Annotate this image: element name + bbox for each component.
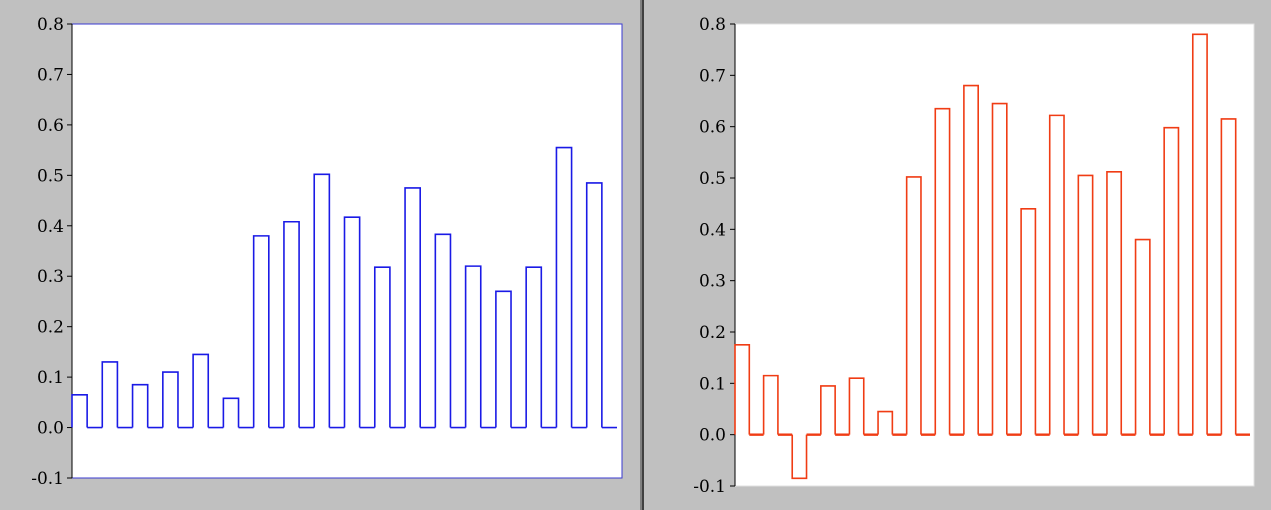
right-y-tick-label: 0.8 [699, 15, 726, 35]
right-bar-10 [991, 102, 1008, 435]
left-bar-4 [162, 371, 179, 428]
left-bar-11 [373, 266, 391, 428]
left-bar-6 [222, 397, 240, 428]
right-y-tick-label: 0.7 [699, 66, 726, 86]
left-bar-1 [71, 393, 88, 428]
left-y-tick-label: 0.3 [37, 267, 64, 287]
left-bar-14 [464, 265, 482, 428]
right-bar-11 [1020, 208, 1037, 435]
right-bar-9 [963, 84, 979, 435]
left-y-tick-label: 0.1 [37, 368, 64, 388]
panel-splitter[interactable] [640, 0, 642, 510]
right-y-tick-label: 0.1 [699, 374, 726, 394]
left-y-tick-label: -0.1 [31, 469, 64, 489]
right-bar-16 [1163, 126, 1180, 435]
left-bar-17 [555, 146, 573, 428]
left-y-tick-label: 0.0 [37, 419, 64, 439]
left-y-tick-label: 0.2 [37, 318, 64, 338]
left-y-tick-label: 0.5 [37, 166, 64, 186]
left-y-axis: 0.8 0.7 0.6 0.5 0.4 0.3 0.2 0.1 0.0 -0.1 [31, 15, 73, 489]
left-step-chart: 0.8 0.7 0.6 0.5 0.4 0.3 0.2 0.1 0.0 -0.1 [31, 15, 623, 489]
right-bar-2 [762, 374, 779, 435]
left-bar-13 [434, 233, 452, 428]
right-bar-6 [877, 410, 894, 435]
right-bar-1 [734, 344, 751, 435]
right-y-tick-label: 0.4 [699, 220, 726, 240]
left-plot-area [71, 23, 623, 479]
right-y-tick-label: 0.2 [699, 323, 726, 343]
right-bar-18 [1220, 118, 1237, 435]
left-bar-10 [343, 216, 361, 428]
right-bar-7 [905, 176, 922, 435]
right-bar-15 [1134, 238, 1151, 435]
left-bar-16 [525, 266, 543, 428]
left-bar-3 [131, 383, 149, 428]
right-y-tick-label: 0.5 [699, 169, 726, 189]
right-plot-area [734, 23, 1255, 487]
left-y-tick-label: 0.7 [37, 65, 64, 85]
left-y-tick-label: 0.4 [37, 217, 64, 237]
right-y-tick-label: 0.6 [699, 118, 726, 138]
right-bar-17 [1191, 33, 1208, 435]
right-y-axis: 0.8 0.7 0.6 0.5 0.4 0.3 0.2 0.1 0.0 -0.1 [693, 15, 736, 497]
left-bar-9 [313, 173, 331, 428]
right-bar-3 [791, 434, 808, 480]
left-y-tick-label: 0.6 [37, 116, 64, 136]
panel-splitter-shadow [642, 0, 644, 510]
left-bar-5 [192, 353, 210, 428]
left-bar-12 [404, 187, 421, 428]
right-y-tick-label: 0.0 [699, 426, 726, 446]
right-series [734, 33, 1250, 480]
left-bar-2 [101, 361, 119, 428]
right-bar-4 [820, 385, 836, 435]
left-bar-18 [585, 182, 603, 428]
right-bar-5 [848, 377, 865, 435]
right-bar-13 [1077, 174, 1094, 435]
left-bar-8 [283, 220, 300, 428]
left-bar-15 [495, 290, 512, 428]
right-step-chart: 0.8 0.7 0.6 0.5 0.4 0.3 0.2 0.1 0.0 -0.1 [693, 15, 1255, 497]
right-y-tick-label: 0.3 [699, 272, 726, 292]
right-bar-14 [1106, 171, 1123, 435]
right-bar-12 [1048, 114, 1065, 435]
right-bar-8 [934, 107, 951, 435]
left-y-tick-label: 0.8 [37, 15, 64, 35]
right-y-tick-label: -0.1 [693, 477, 726, 497]
left-bar-7 [252, 235, 270, 428]
left-series [71, 146, 617, 429]
